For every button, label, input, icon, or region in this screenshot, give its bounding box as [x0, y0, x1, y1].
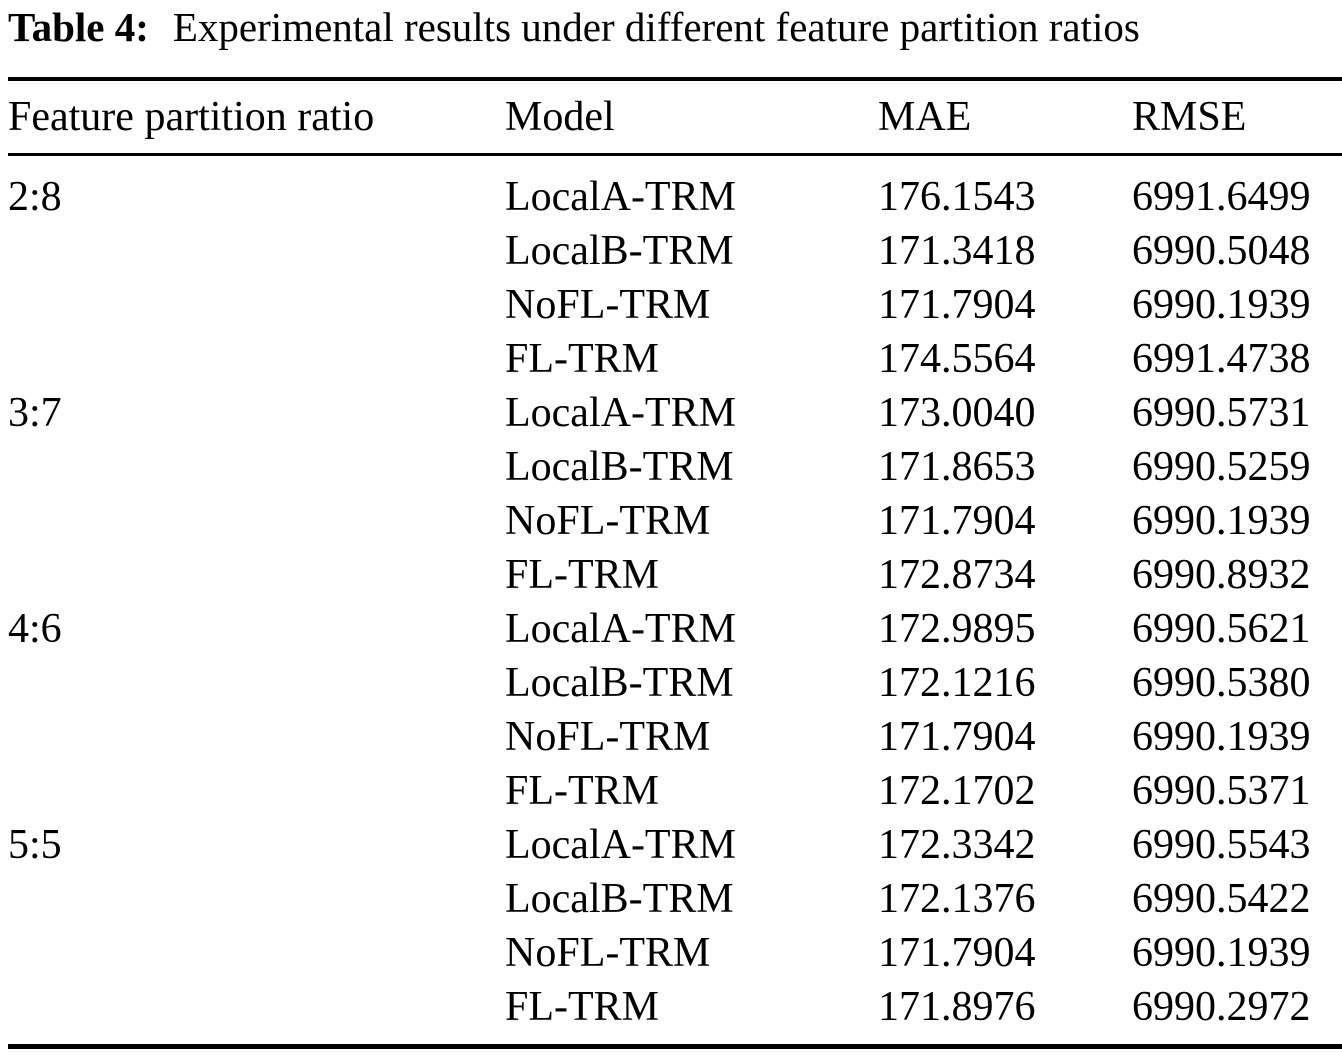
cell-model: FL-TRM: [505, 552, 660, 599]
cell-mae: 171.7904: [878, 714, 1036, 761]
cell-rmse: 6990.5259: [1132, 444, 1311, 491]
cell-rmse: 6990.1939: [1132, 714, 1311, 761]
cell-mae: 172.8734: [878, 552, 1036, 599]
cell-mae: 171.7904: [878, 498, 1036, 545]
table-row: NoFL-TRM 171.7904 6990.1939: [8, 926, 1342, 980]
cell-ratio: [8, 710, 505, 764]
table-row: LocalB-TRM 172.1216 6990.5380: [8, 656, 1342, 710]
results-table: Feature partition ratio Model MAE RMSE 2…: [8, 77, 1342, 1050]
cell-model: FL-TRM: [505, 768, 660, 815]
cell-ratio: [8, 872, 505, 926]
table-row: FL-TRM 171.8976 6990.2972: [8, 980, 1342, 1047]
cell-rmse: 6990.5371: [1132, 768, 1311, 815]
cell-rmse: 6990.5731: [1132, 390, 1311, 437]
header-row: Feature partition ratio Model MAE RMSE: [8, 79, 1342, 155]
cell-ratio: 4:6: [8, 606, 62, 653]
cell-model: FL-TRM: [505, 984, 660, 1031]
cell-ratio: [8, 548, 505, 602]
table-caption: Table 4: Experimental results under diffe…: [0, 0, 1342, 51]
cell-model: LocalB-TRM: [505, 876, 734, 923]
cell-model: LocalB-TRM: [505, 660, 734, 707]
cell-mae: 174.5564: [878, 336, 1036, 383]
cell-mae: 172.1216: [878, 660, 1036, 707]
cell-mae: 171.3418: [878, 228, 1036, 275]
cell-rmse: 6990.5422: [1132, 876, 1311, 923]
header-rmse: RMSE: [1132, 94, 1247, 141]
cell-ratio: [8, 224, 505, 278]
cell-rmse: 6990.5048: [1132, 228, 1311, 275]
cell-ratio: [8, 980, 505, 1047]
cell-model: LocalA-TRM: [505, 174, 736, 221]
cell-ratio: [8, 926, 505, 980]
cell-model: LocalB-TRM: [505, 444, 734, 491]
cell-model: LocalB-TRM: [505, 228, 734, 275]
header-model: Model: [505, 94, 615, 141]
table-caption-text: Experimental results under different fea…: [172, 4, 1140, 50]
cell-ratio: 2:8: [8, 174, 62, 221]
cell-mae: 171.8976: [878, 984, 1036, 1031]
table-body: 2:8 LocalA-TRM 176.1543 6991.6499 LocalB-TRM…: [8, 155, 1342, 1047]
table-row: 4:6 LocalA-TRM 172.9895 6990.5621: [8, 602, 1342, 656]
table-row: FL-TRM 174.5564 6991.4738: [8, 332, 1342, 386]
cell-model: LocalA-TRM: [505, 822, 736, 869]
cell-mae: 172.1702: [878, 768, 1036, 815]
cell-rmse: 6990.2972: [1132, 984, 1311, 1031]
table-row: LocalB-TRM 171.3418 6990.5048: [8, 224, 1342, 278]
table-row: NoFL-TRM 171.7904 6990.1939: [8, 278, 1342, 332]
cell-mae: 172.3342: [878, 822, 1036, 869]
cell-ratio: [8, 440, 505, 494]
cell-model: NoFL-TRM: [505, 498, 711, 545]
cell-model: NoFL-TRM: [505, 282, 711, 329]
cell-model: LocalA-TRM: [505, 606, 736, 653]
cell-mae: 172.1376: [878, 876, 1036, 923]
cell-mae: 171.8653: [878, 444, 1036, 491]
table-row: FL-TRM 172.1702 6990.5371: [8, 764, 1342, 818]
cell-rmse: 6990.5380: [1132, 660, 1311, 707]
cell-ratio: [8, 332, 505, 386]
cell-ratio: 3:7: [8, 390, 62, 437]
header-feature-partition-ratio: Feature partition ratio: [8, 94, 375, 141]
table-row: 5:5 LocalA-TRM 172.3342 6990.5543: [8, 818, 1342, 872]
cell-mae: 176.1543: [878, 174, 1036, 221]
cell-mae: 172.9895: [878, 606, 1036, 653]
cell-mae: 171.7904: [878, 282, 1036, 329]
cell-rmse: 6990.5543: [1132, 822, 1311, 869]
cell-model: NoFL-TRM: [505, 714, 711, 761]
table-row: LocalB-TRM 172.1376 6990.5422: [8, 872, 1342, 926]
cell-ratio: 5:5: [8, 822, 62, 869]
cell-ratio: [8, 656, 505, 710]
cell-mae: 171.7904: [878, 930, 1036, 977]
table-row: 2:8 LocalA-TRM 176.1543 6991.6499: [8, 155, 1342, 225]
cell-rmse: 6990.5621: [1132, 606, 1311, 653]
cell-ratio: [8, 764, 505, 818]
header-mae: MAE: [878, 94, 972, 141]
cell-model: NoFL-TRM: [505, 930, 711, 977]
table-row: NoFL-TRM 171.7904 6990.1939: [8, 494, 1342, 548]
table-row: 3:7 LocalA-TRM 173.0040 6990.5731: [8, 386, 1342, 440]
table-row: NoFL-TRM 171.7904 6990.1939: [8, 710, 1342, 764]
cell-rmse: 6990.8932: [1132, 552, 1311, 599]
cell-model: LocalA-TRM: [505, 390, 736, 437]
cell-rmse: 6990.1939: [1132, 282, 1311, 329]
table-caption-label: Table 4:: [8, 4, 149, 50]
cell-rmse: 6990.1939: [1132, 498, 1311, 545]
cell-mae: 173.0040: [878, 390, 1036, 437]
table-row: FL-TRM 172.8734 6990.8932: [8, 548, 1342, 602]
cell-model: FL-TRM: [505, 336, 660, 383]
cell-rmse: 6991.6499: [1132, 174, 1311, 221]
cell-rmse: 6991.4738: [1132, 336, 1311, 383]
table-header: Feature partition ratio Model MAE RMSE: [8, 79, 1342, 155]
table-row: LocalB-TRM 171.8653 6990.5259: [8, 440, 1342, 494]
cell-ratio: [8, 278, 505, 332]
cell-ratio: [8, 494, 505, 548]
cell-rmse: 6990.1939: [1132, 930, 1311, 977]
